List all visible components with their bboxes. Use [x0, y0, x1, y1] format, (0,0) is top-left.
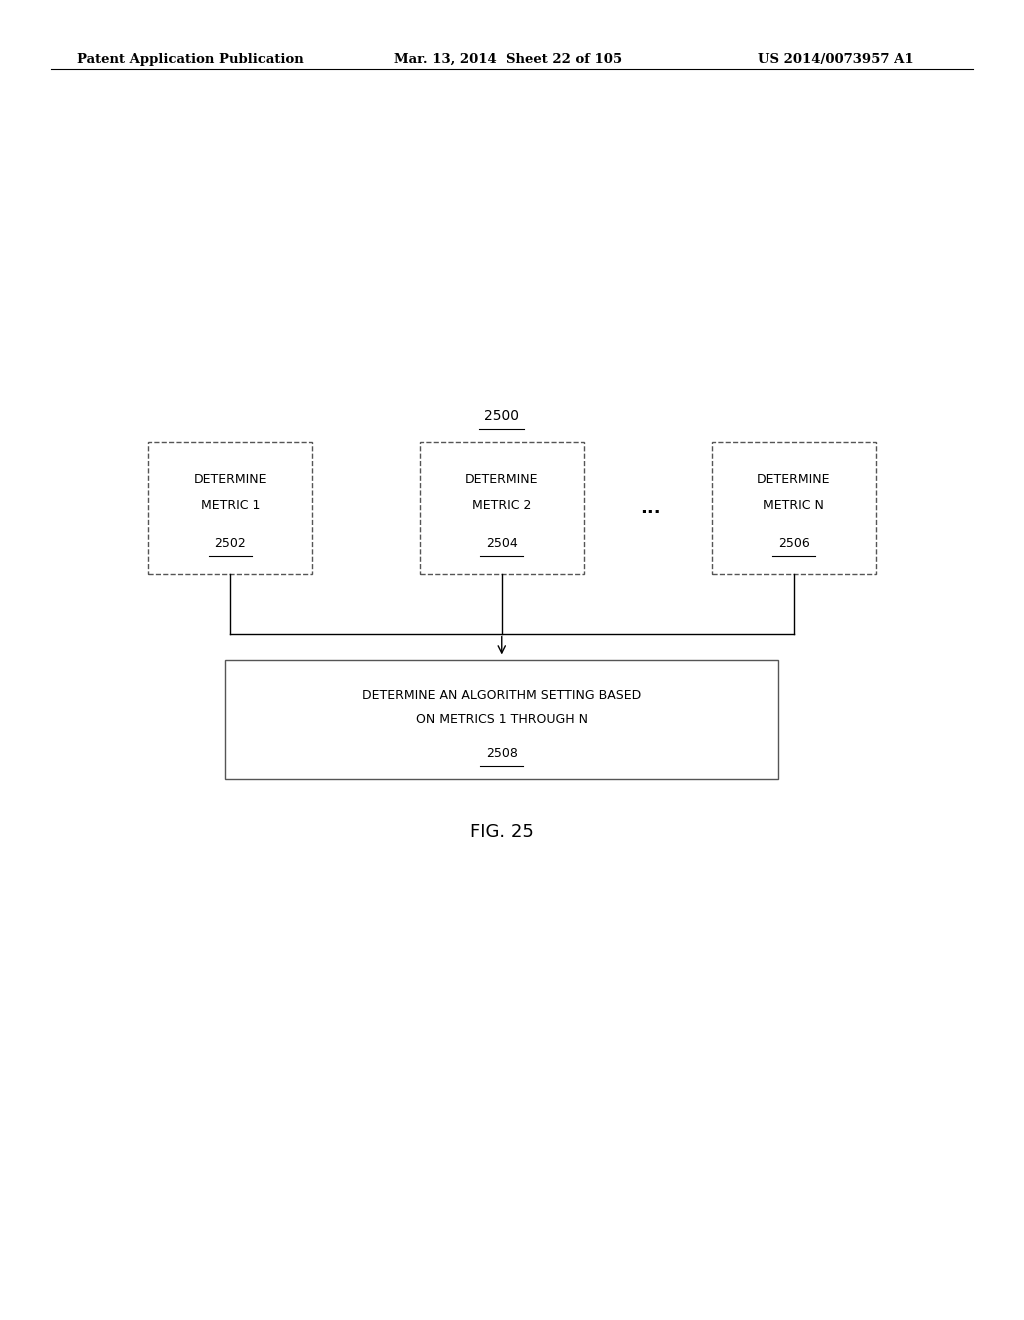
- Text: FIG. 25: FIG. 25: [470, 822, 534, 841]
- Text: US 2014/0073957 A1: US 2014/0073957 A1: [758, 53, 913, 66]
- Text: 2508: 2508: [485, 747, 518, 760]
- Bar: [225, 660, 778, 779]
- Text: DETERMINE: DETERMINE: [757, 473, 830, 486]
- Text: METRIC N: METRIC N: [763, 499, 824, 512]
- Text: METRIC 2: METRIC 2: [472, 499, 531, 512]
- Text: ON METRICS 1 THROUGH N: ON METRICS 1 THROUGH N: [416, 713, 588, 726]
- Text: 2502: 2502: [214, 537, 247, 550]
- Bar: [420, 442, 584, 574]
- Text: METRIC 1: METRIC 1: [201, 499, 260, 512]
- Text: Patent Application Publication: Patent Application Publication: [77, 53, 303, 66]
- Text: DETERMINE: DETERMINE: [465, 473, 539, 486]
- Text: 2506: 2506: [777, 537, 810, 550]
- Bar: [712, 442, 876, 574]
- Text: 2500: 2500: [484, 409, 519, 422]
- Text: 2504: 2504: [485, 537, 518, 550]
- Text: DETERMINE AN ALGORITHM SETTING BASED: DETERMINE AN ALGORITHM SETTING BASED: [362, 689, 641, 702]
- Text: DETERMINE: DETERMINE: [194, 473, 267, 486]
- Text: ...: ...: [640, 499, 660, 517]
- Text: Mar. 13, 2014  Sheet 22 of 105: Mar. 13, 2014 Sheet 22 of 105: [394, 53, 623, 66]
- Bar: [148, 442, 312, 574]
